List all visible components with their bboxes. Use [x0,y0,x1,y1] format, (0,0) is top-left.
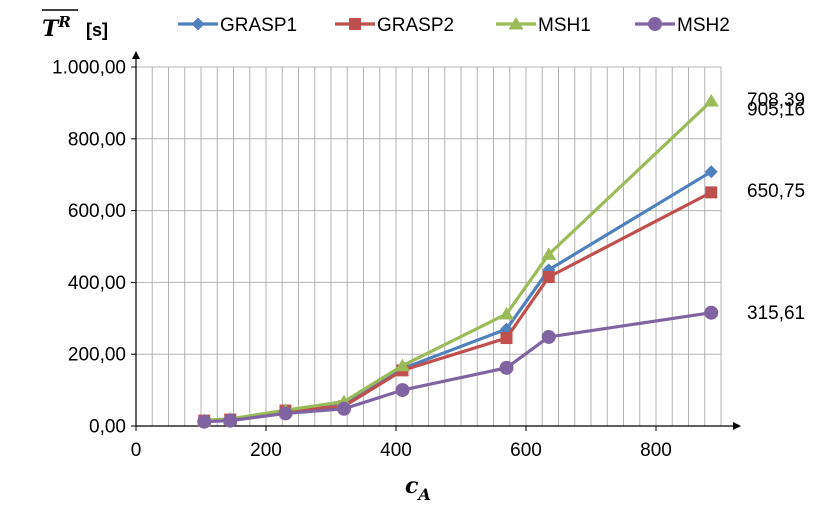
y-axis-arrow [132,51,140,59]
x-tick-label: 600 [510,440,542,461]
data-label-end: 315,61 [747,303,805,324]
marker-triangle [541,247,557,260]
legend-item-msh1: MSH1 [496,15,591,36]
data-label-end: 650,75 [747,181,805,202]
legend-item-msh2: MSH2 [635,15,730,36]
marker-circle [278,406,293,421]
series-line [204,99,713,422]
data-label-end: 708,39 [747,90,805,111]
marker-square [349,18,361,30]
series-msh2 [197,305,719,429]
y-tick-label: 600,00 [68,201,126,222]
series-line [204,190,712,423]
legend-item-grasp1: GRASP1 [178,15,297,36]
y-tick-label: 800,00 [68,129,126,150]
legend-label: GRASP2 [377,15,454,36]
series-line [204,170,713,423]
legend-label: MSH2 [677,15,730,36]
marker-triangle [508,17,524,30]
axes [131,51,741,431]
marker-circle [541,329,556,344]
marker-triangle [499,306,514,320]
marker-circle [499,360,514,375]
y-tick-label: 200,00 [68,345,126,366]
marker-circle [648,17,662,31]
x-axis-subscript: A [416,485,430,504]
series-msh1 [196,94,719,426]
y-axis-symbol: T [42,16,60,42]
marker-circle [223,413,238,428]
y-tick-label: 1.000,00 [52,58,126,79]
marker-square [500,332,513,345]
x-axis-symbol: c [405,473,419,499]
x-tick-label: 200 [250,440,282,461]
legend: GRASP1 GRASP2 MSH1 MSH2 [178,15,730,36]
x-tick-label: 0 [131,440,142,461]
marker-circle [395,383,410,398]
marker-diamond [191,17,205,31]
marker-square [542,271,555,284]
marker-triangle [395,358,410,372]
marker-square [705,186,718,199]
x-axis-title: cA [405,473,431,504]
x-axis-arrow [733,422,741,430]
y-axis-superscript: R [57,13,70,31]
marker-diamond [704,165,718,179]
legend-label: GRASP1 [220,15,297,36]
data-label-end: 905,16 [747,100,805,121]
marker-triangle [703,94,719,107]
x-tick-label: 400 [380,440,412,461]
marker-circle [704,305,719,320]
y-tick-label: 0,00 [89,417,126,438]
legend-item-grasp2: GRASP2 [335,15,454,36]
marker-circle [337,401,351,416]
y-tick-label: 400,00 [68,273,126,294]
series-layer [196,94,719,429]
y-axis-title: TR [42,13,71,42]
series-line [204,311,712,424]
legend-label: MSH1 [538,15,591,36]
grid [136,66,722,426]
y-axis-unit: [s] [86,20,108,40]
tick-labels: 0,00 200,00 400,00 600,00 800,00 1.000,00 0 200… [52,58,672,462]
x-tick-label: 800 [640,440,672,461]
marker-circle [197,414,212,429]
